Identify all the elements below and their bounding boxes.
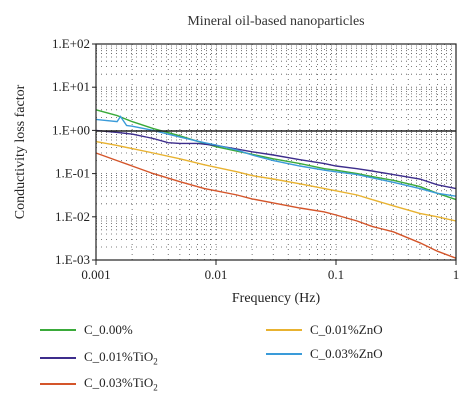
legend-swatch xyxy=(266,329,302,331)
legend-item: C_0.03%ZnO xyxy=(266,346,383,362)
legend-swatch xyxy=(40,329,76,331)
legend-item: C_0.01%TiO2 xyxy=(40,349,158,367)
y-axis-label: Conductivity loss factor xyxy=(13,84,28,219)
x-axis-label: Frequency (Hz) xyxy=(232,291,321,306)
series-line-c-0-03-tio2 xyxy=(95,152,457,259)
y-tick-label: 1.E-03 xyxy=(55,252,90,267)
y-tick-label: 1.E+00 xyxy=(52,122,90,137)
legend-swatch xyxy=(40,356,76,359)
y-tick-label: 1.E-01 xyxy=(55,166,90,181)
y-tick-label: 1.E+01 xyxy=(52,79,90,94)
x-tick-label: 0.1 xyxy=(328,267,344,282)
legend-label: C_0.03%TiO2 xyxy=(84,375,158,393)
grid xyxy=(96,44,456,260)
series-line-c-0-01-zno xyxy=(95,140,457,222)
legend-label: C_0.03%ZnO xyxy=(310,346,383,361)
legend-swatch xyxy=(266,353,302,355)
legend-swatch xyxy=(40,382,76,385)
x-tick-label: 0.001 xyxy=(81,267,110,282)
series-line-c-0-03-zno xyxy=(95,115,457,197)
legend-item: C_0.00% xyxy=(40,322,133,338)
series-line-c-0-00- xyxy=(95,109,457,201)
x-tick-label: 1 xyxy=(453,267,460,282)
legend-label: C_0.01%TiO2 xyxy=(84,349,158,367)
x-tick-label: 0.01 xyxy=(205,267,228,282)
plot-frame xyxy=(95,43,457,261)
chart-title: Mineral oil-based nanoparticles xyxy=(187,14,364,29)
series-lines xyxy=(95,109,457,259)
legend-label: C_0.00% xyxy=(84,322,133,337)
series-line-c-0-01-tio2 xyxy=(95,129,457,190)
legend-item: C_0.03%TiO2 xyxy=(40,375,158,393)
legend-label: C_0.01%ZnO xyxy=(310,322,383,337)
axis-ticks: 0.001 0.01 0.1 1 1.E+02 1.E+01 1.E+00 1.E-01 1.E… xyxy=(52,36,459,282)
legend-item: C_0.01%ZnO xyxy=(266,322,383,338)
y-tick-label: 1.E+02 xyxy=(52,36,90,51)
y-tick-label: 1.E-02 xyxy=(55,209,90,224)
